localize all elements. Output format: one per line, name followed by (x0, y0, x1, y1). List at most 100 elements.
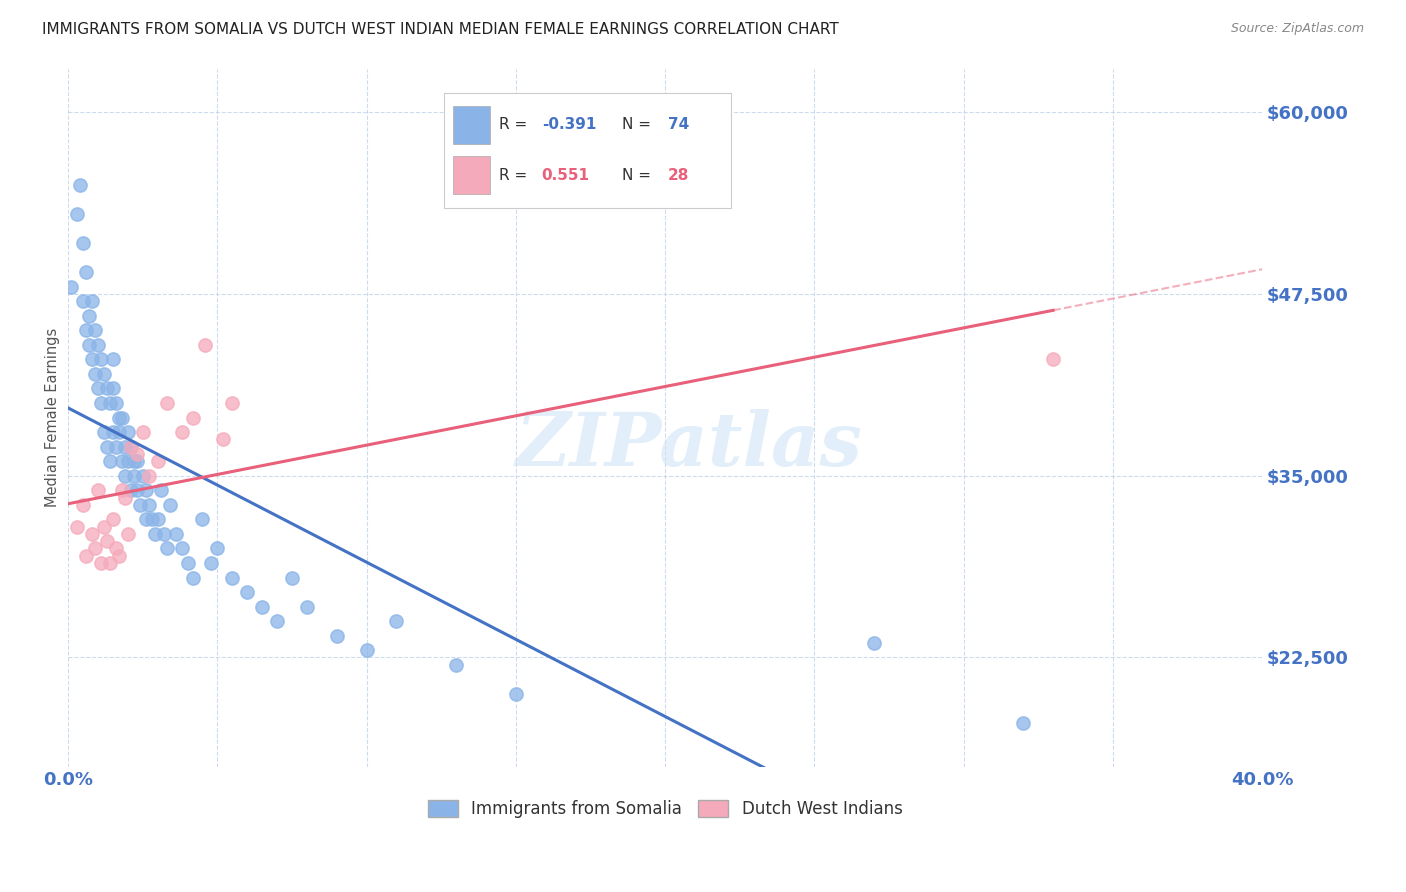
Point (98, 396, 121, 410)
Point (146, 454, 169, 468)
Point (93, 367, 115, 381)
Point (101, 381, 124, 395)
Point (101, 512, 124, 526)
Point (98, 454, 121, 468)
Point (93, 519, 115, 533)
Point (108, 410, 131, 425)
Point (114, 468, 136, 483)
Point (87, 483, 110, 498)
Point (96, 381, 118, 395)
Point (170, 425, 193, 439)
Point (125, 447, 148, 461)
Point (60, 279, 83, 293)
Point (356, 643, 378, 657)
Point (111, 410, 134, 425)
Point (104, 541, 127, 556)
Point (156, 541, 179, 556)
Point (77, 309, 100, 323)
Point (117, 425, 139, 439)
Point (250, 599, 273, 614)
Point (385, 614, 408, 628)
Point (128, 498, 150, 512)
Point (122, 454, 145, 468)
Point (326, 629, 349, 643)
Point (75, 323, 97, 337)
Point (90, 352, 112, 367)
Point (93, 425, 115, 439)
Point (200, 556, 222, 570)
Point (122, 468, 145, 483)
Point (104, 396, 127, 410)
Point (149, 483, 172, 498)
Point (1042, 352, 1064, 367)
Point (69, 178, 91, 192)
Point (66, 207, 89, 221)
Point (138, 468, 160, 483)
Point (120, 440, 142, 454)
Point (80, 527, 103, 541)
Point (111, 483, 134, 498)
Point (125, 454, 148, 468)
Point (135, 512, 157, 526)
Point (117, 454, 139, 468)
Point (212, 433, 235, 447)
Point (98, 556, 121, 570)
Point (191, 512, 214, 526)
Point (72, 498, 94, 512)
Point (96, 440, 118, 454)
Point (281, 570, 304, 584)
Point (176, 556, 198, 570)
Point (114, 440, 136, 454)
Point (101, 425, 124, 439)
Point (108, 549, 131, 563)
Point (194, 338, 217, 352)
Point (221, 396, 243, 410)
Point (183, 410, 205, 425)
Point (132, 468, 155, 483)
Point (207, 541, 229, 556)
Point (80, 352, 103, 367)
Point (77, 338, 100, 352)
Point (444, 657, 467, 672)
Point (120, 440, 142, 454)
Text: Source: ZipAtlas.com: Source: ZipAtlas.com (1230, 22, 1364, 36)
Point (170, 541, 193, 556)
Point (84, 323, 107, 337)
Point (1012, 715, 1035, 730)
Point (96, 534, 118, 549)
Point (66, 519, 89, 533)
Text: ZIPatlas: ZIPatlas (516, 409, 862, 482)
Y-axis label: Median Female Earnings: Median Female Earnings (45, 328, 59, 508)
Point (87, 381, 110, 395)
Point (117, 527, 139, 541)
Point (108, 425, 131, 439)
Point (159, 498, 181, 512)
Point (125, 483, 148, 498)
Point (72, 235, 94, 250)
Point (90, 396, 112, 410)
Point (183, 570, 205, 584)
Point (146, 512, 169, 526)
Point (165, 527, 187, 541)
Legend: Immigrants from Somalia, Dutch West Indians: Immigrants from Somalia, Dutch West Indi… (420, 793, 910, 824)
Point (156, 396, 179, 410)
Point (863, 636, 886, 650)
Point (75, 265, 97, 279)
Point (111, 454, 134, 468)
Point (135, 483, 157, 498)
Point (295, 599, 318, 614)
Point (141, 512, 163, 526)
Point (505, 687, 527, 701)
Point (120, 483, 142, 498)
Point (84, 541, 107, 556)
Point (114, 491, 136, 505)
Point (75, 549, 97, 563)
Point (101, 352, 124, 367)
Point (143, 527, 166, 541)
Point (87, 338, 110, 352)
Point (266, 614, 288, 628)
Point (236, 585, 259, 599)
Point (84, 367, 107, 381)
Point (72, 294, 94, 309)
Text: IMMIGRANTS FROM SOMALIA VS DUTCH WEST INDIAN MEDIAN FEMALE EARNINGS CORRELATION : IMMIGRANTS FROM SOMALIA VS DUTCH WEST IN… (42, 22, 839, 37)
